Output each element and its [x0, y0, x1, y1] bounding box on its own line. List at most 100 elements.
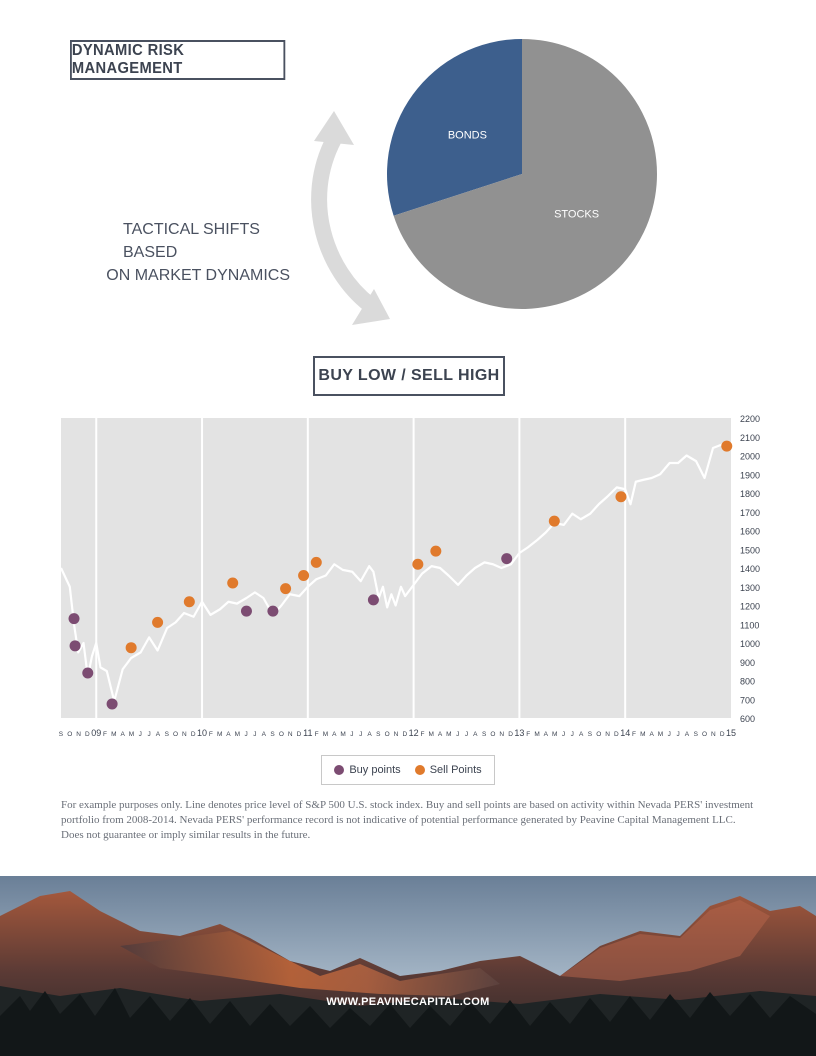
sell-point	[412, 558, 424, 570]
x-month-label: A	[121, 731, 126, 738]
y-tick-label: 800	[740, 677, 755, 687]
x-month-label: M	[552, 731, 557, 738]
x-year-label: 12	[409, 728, 419, 738]
buy-point	[106, 698, 118, 710]
x-month-label: D	[402, 731, 407, 738]
x-month-label: A	[226, 731, 231, 738]
x-month-label: M	[235, 731, 240, 738]
buy-point	[82, 667, 94, 679]
x-year-label: 10	[197, 728, 207, 738]
sell-point	[183, 596, 195, 608]
x-year-label: 09	[91, 728, 101, 738]
x-month-label: S	[482, 731, 487, 738]
x-month-label: M	[129, 731, 134, 738]
y-tick-label: 2200	[740, 414, 760, 424]
y-tick-label: 1900	[740, 470, 760, 480]
y-tick-label: 1400	[740, 564, 760, 574]
x-month-label: O	[67, 731, 72, 738]
x-month-label: D	[191, 731, 196, 738]
x-month-label: N	[288, 731, 293, 738]
x-month-label: M	[640, 731, 645, 738]
x-month-label: J	[148, 731, 151, 738]
x-month-label: A	[438, 731, 443, 738]
y-tick-label: 600	[740, 714, 755, 724]
x-month-label: J	[668, 731, 671, 738]
x-month-label: N	[605, 731, 610, 738]
tactical-line-2: ON MARKET DYNAMICS	[106, 267, 290, 284]
x-month-label: M	[340, 731, 345, 738]
x-month-label: N	[182, 731, 187, 738]
plot-area	[61, 418, 731, 718]
x-month-label: N	[499, 731, 504, 738]
pie-label-bonds: BONDS	[448, 129, 487, 141]
x-month-label: J	[244, 731, 247, 738]
x-month-label: O	[490, 731, 495, 738]
y-tick-label: 1300	[740, 583, 760, 593]
x-month-label: D	[614, 731, 619, 738]
x-year-label: 11	[303, 728, 312, 738]
x-month-label: A	[473, 731, 478, 738]
x-month-label: M	[429, 731, 434, 738]
legend-sell: Sell Points	[414, 764, 482, 776]
legend-buy: Buy points	[334, 764, 401, 776]
x-month-label: A	[544, 731, 549, 738]
x-month-label: M	[658, 731, 663, 738]
y-tick-label: 1800	[740, 489, 760, 499]
x-month-label: J	[465, 731, 468, 738]
y-tick-label: 1500	[740, 545, 760, 555]
allocation-pie-chart: BONDS STOCKS	[387, 39, 657, 309]
x-month-label: F	[526, 731, 530, 738]
pie-label-stocks: STOCKS	[554, 209, 599, 221]
x-month-label: O	[702, 731, 707, 738]
x-month-label: F	[103, 731, 107, 738]
x-month-label: S	[588, 731, 593, 738]
dynamic-risk-management-title: DYNAMIC RISK MANAGEMENT	[70, 40, 286, 80]
mountain-photo	[0, 876, 816, 1056]
sp500-price-line	[60, 443, 732, 703]
sp500-line-chart: 600 700 800 900 1000 1100 1200 1300 1400 1500 1600…	[59, 414, 760, 738]
x-month-label: A	[579, 731, 584, 738]
pie-slice-stocks	[393, 39, 657, 309]
x-month-label: J	[359, 731, 362, 738]
x-month-label: O	[279, 731, 284, 738]
x-month-label: M	[534, 731, 539, 738]
x-month-label: J	[350, 731, 353, 738]
pie-slice-bonds	[387, 39, 522, 216]
website-url[interactable]: WWW.PEAVINECAPITAL.COM	[326, 996, 490, 1008]
sell-point	[430, 545, 442, 557]
x-month-label: O	[173, 731, 178, 738]
sell-point	[298, 570, 310, 581]
x-month-label: O	[385, 731, 390, 738]
x-month-label: J	[571, 731, 574, 738]
x-month-label: N	[711, 731, 716, 738]
y-tick-label: 1600	[740, 527, 760, 537]
x-month-label: D	[297, 731, 302, 738]
x-month-label: F	[209, 731, 213, 738]
x-month-label: M	[111, 731, 116, 738]
x-month-label: D	[85, 731, 90, 738]
x-month-label: A	[332, 731, 337, 738]
sell-point	[721, 440, 733, 452]
sell-point	[125, 642, 137, 654]
x-year-label: 13	[514, 728, 524, 738]
x-year-label: 15	[726, 728, 736, 738]
x-year-label: 14	[620, 728, 630, 738]
legend-sell-label: Sell Points	[429, 764, 482, 776]
x-month-label: S	[376, 731, 381, 738]
x-month-label: N	[76, 731, 81, 738]
x-month-label: O	[596, 731, 601, 738]
x-month-label: J	[562, 731, 565, 738]
double-arrow-icon	[311, 111, 390, 325]
sell-point	[615, 491, 627, 503]
x-month-label: S	[165, 731, 170, 738]
tactical-shifts-caption: TACTICAL SHIFTS BASED ON MARKET DYNAMICS	[100, 218, 290, 287]
x-month-label: N	[394, 731, 399, 738]
sell-point	[548, 515, 560, 527]
buy-point	[68, 613, 80, 625]
x-month-label: J	[253, 731, 256, 738]
y-tick-label: 900	[740, 658, 755, 668]
x-month-label: A	[649, 731, 654, 738]
sell-point	[227, 577, 239, 589]
legend-buy-label: Buy points	[349, 764, 401, 776]
buy-point	[267, 605, 279, 617]
